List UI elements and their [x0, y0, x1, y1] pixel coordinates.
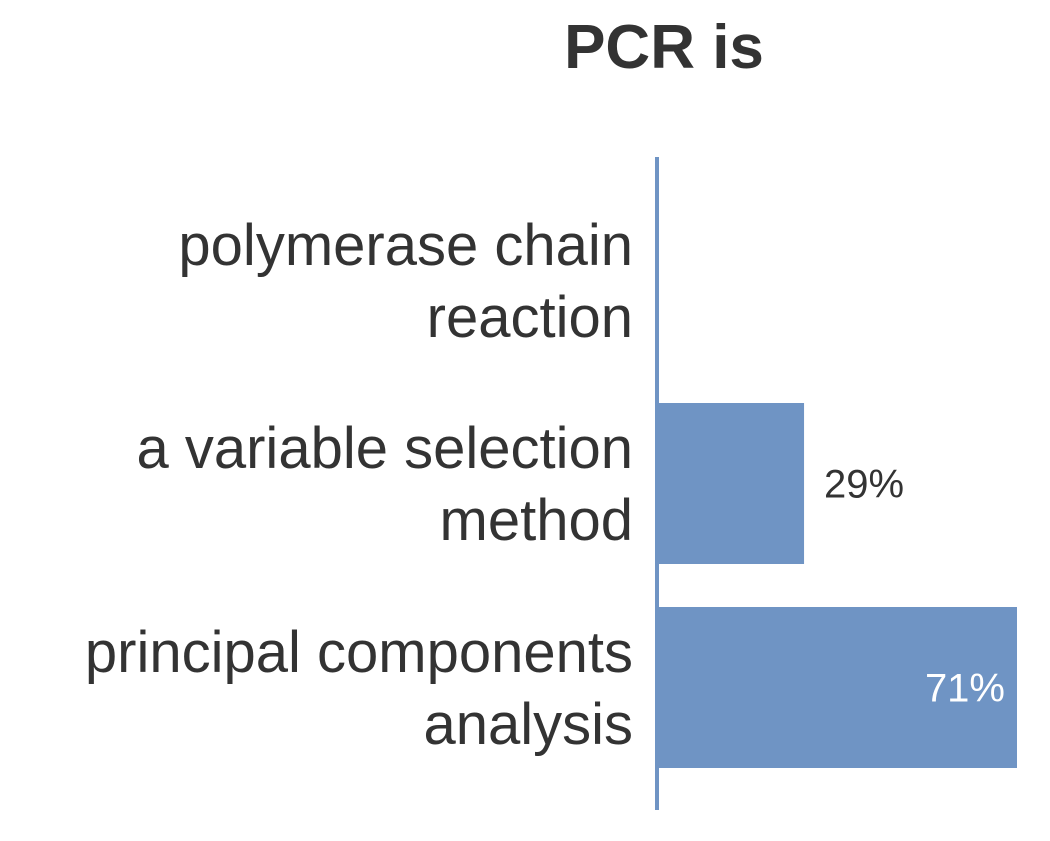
- chart-title: PCR is: [564, 13, 764, 82]
- category-label-line: analysis: [423, 692, 633, 757]
- bar-2: [657, 403, 805, 564]
- category-label-line: method: [440, 488, 633, 553]
- category-label-line: principal components: [85, 620, 633, 685]
- category-label-line: polymerase chain: [178, 213, 633, 278]
- data-label-3: 71%: [925, 667, 1005, 711]
- category-label-3: principal components analysis: [85, 620, 633, 757]
- data-labels: 29% 71%: [824, 463, 1005, 711]
- bars-layer: [657, 403, 1017, 768]
- category-label-line: reaction: [427, 285, 633, 350]
- category-label-line: a variable selection: [136, 416, 633, 481]
- category-label-1: polymerase chain reaction: [178, 213, 633, 350]
- data-label-2: 29%: [824, 463, 904, 507]
- category-labels: polymerase chain reaction a variable selec…: [85, 213, 633, 757]
- bar-3: [657, 607, 1017, 768]
- category-label-2: a variable selection method: [136, 416, 633, 553]
